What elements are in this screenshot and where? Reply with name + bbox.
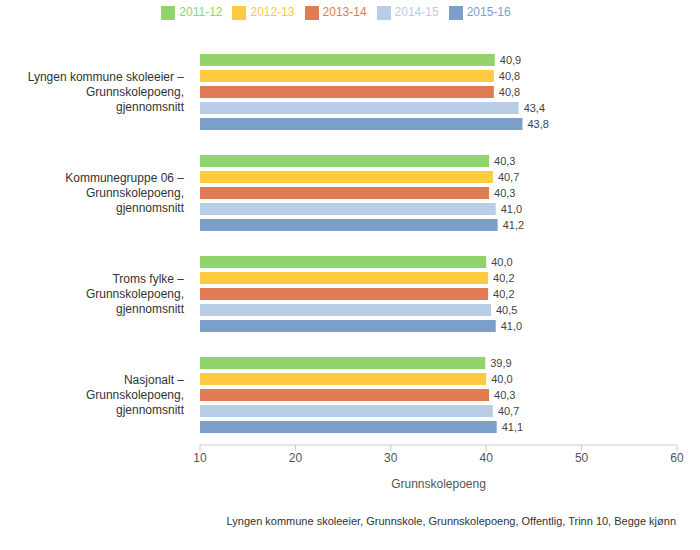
- svg-text:39,9: 39,9: [490, 357, 511, 369]
- svg-text:Nasjonalt –: Nasjonalt –: [124, 373, 184, 387]
- html-text:2011-12: 2011-12: [179, 5, 223, 19]
- svg-text:Grunnskolepoeng,: Grunnskolepoeng,: [86, 186, 184, 200]
- svg-text:40,0: 40,0: [491, 256, 512, 268]
- svg-text:40,7: 40,7: [498, 171, 519, 183]
- svg-text:gjennomsnitt: gjennomsnitt: [116, 403, 185, 417]
- svg-text:41,1: 41,1: [502, 421, 523, 433]
- svg-text:Grunnskolepoeng,: Grunnskolepoeng,: [86, 388, 184, 402]
- svg-text:50: 50: [575, 451, 589, 465]
- svg-text:Lyngen kommune skoleeier –: Lyngen kommune skoleeier –: [28, 70, 185, 84]
- svg-text:40,8: 40,8: [499, 86, 520, 98]
- svg-text:40,9: 40,9: [500, 54, 521, 66]
- svg-text:60: 60: [670, 451, 684, 465]
- html-text:2014-15: 2014-15: [394, 5, 439, 19]
- svg-text:41,0: 41,0: [501, 320, 522, 332]
- svg-text:30: 30: [384, 451, 398, 465]
- svg-text:10: 10: [193, 451, 207, 465]
- svg-text:40,0: 40,0: [491, 373, 512, 385]
- svg-text:Grunnskolepoeng,: Grunnskolepoeng,: [86, 85, 184, 99]
- svg-text:Grunnskolepoeng: Grunnskolepoeng: [391, 477, 486, 491]
- svg-text:gjennomsnitt: gjennomsnitt: [116, 302, 185, 316]
- svg-text:40,5: 40,5: [496, 304, 517, 316]
- html-text:2012-13: 2012-13: [250, 5, 295, 19]
- svg-text:40,3: 40,3: [494, 155, 515, 167]
- html-text:Lyngen kommune skoleeier, Grun: Lyngen kommune skoleeier, Grunnskole, Gr…: [226, 515, 676, 527]
- svg-text:40,7: 40,7: [498, 405, 519, 417]
- svg-text:20: 20: [289, 451, 303, 465]
- html-text:2013-14: 2013-14: [322, 5, 367, 19]
- svg-text:40,3: 40,3: [494, 389, 515, 401]
- svg-text:41,2: 41,2: [503, 219, 524, 231]
- svg-text:41,0: 41,0: [501, 203, 522, 215]
- svg-text:Grunnskolepoeng,: Grunnskolepoeng,: [86, 287, 184, 301]
- svg-text:43,8: 43,8: [527, 118, 548, 130]
- svg-text:40,8: 40,8: [499, 70, 520, 82]
- svg-text:Kommunegruppe 06 –: Kommunegruppe 06 –: [65, 171, 184, 185]
- svg-text:40: 40: [480, 451, 494, 465]
- svg-text:40,2: 40,2: [493, 272, 514, 284]
- svg-text:43,4: 43,4: [524, 102, 545, 114]
- svg-text:gjennomsnitt: gjennomsnitt: [116, 100, 185, 114]
- html-text:2015-16: 2015-16: [466, 5, 511, 19]
- svg-text:Troms fylke –: Troms fylke –: [112, 272, 184, 286]
- svg-text:40,2: 40,2: [493, 288, 514, 300]
- svg-text:40,3: 40,3: [494, 187, 515, 199]
- svg-text:gjennomsnitt: gjennomsnitt: [116, 201, 185, 215]
